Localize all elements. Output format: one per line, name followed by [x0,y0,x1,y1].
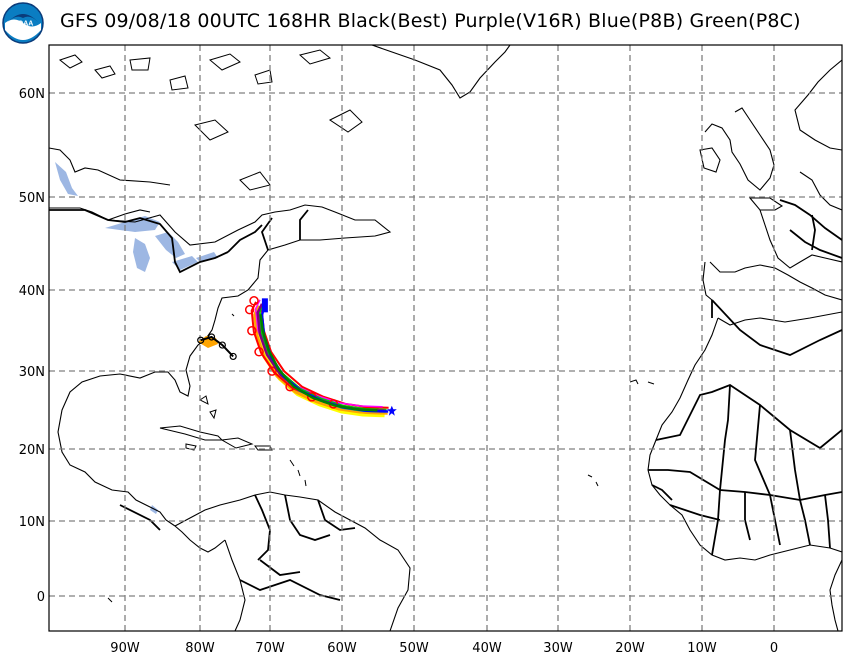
best-track-marker [229,352,237,361]
na-borders [49,209,309,274]
africa-borders [648,299,842,556]
europe-borders [711,199,842,318]
map-title: GFS 09/08/18 00UTC 168HR Black(Best) Pur… [60,10,801,32]
south-america-borders [119,494,356,601]
lon-label: 70W [255,641,285,656]
best-track-marker [218,341,226,349]
forecast-position-marker [249,296,259,306]
south-america-coast [174,491,411,631]
lat-label: 60N [19,87,45,102]
lon-label: 10W [687,641,717,656]
lat-label: 0 [37,590,45,605]
lon-label: 90W [110,641,140,656]
ensemble-member-track [254,299,383,408]
lon-label: 50W [399,641,429,656]
atlantic-islands [107,313,655,603]
forecast-position-marker [254,347,264,357]
europe-coast [699,59,842,301]
forecast-position-marker [267,366,277,376]
ensemble-member-track [258,302,387,411]
ensemble-member-track [260,300,389,409]
greenland [371,45,511,99]
lon-labels: 90W 80W 70W 60W 50W 40W 30W 20W 10W 0 [110,641,778,656]
lat-label: 20N [19,443,45,458]
lat-label: 50N [19,191,45,206]
track-black-best- [200,335,234,358]
storm-start-star-icon [386,405,397,416]
lon-label: 0 [770,641,778,656]
lat-lon-grid [49,45,842,631]
noaa-logo: NOAA [2,2,44,44]
lon-label: 80W [185,641,215,656]
ensemble-tracks [198,296,389,418]
africa-coast [647,311,842,631]
track-blue-p8b- [260,302,389,413]
lon-label: 20W [615,641,645,656]
caribbean-islands [159,395,307,487]
track-green-p8c- [259,314,378,412]
lon-label: 40W [472,641,502,656]
model-tracks [197,298,397,416]
great-lakes [55,162,218,514]
lat-label: 30N [19,365,45,380]
lat-label: 10N [19,515,45,530]
best-track-marker [197,336,205,344]
noaa-logo-text: NOAA [13,21,34,28]
forecast-position-marker [244,304,255,315]
north-america-coast [49,147,392,553]
track-end-marker [261,298,268,313]
map-frame [48,44,843,632]
forecast-position-marker [247,325,257,336]
lon-label: 30W [543,641,573,656]
best-track-marker [207,333,216,341]
lat-label: 40N [19,284,45,299]
arctic-islands [58,49,363,191]
lon-label: 60W [327,641,357,656]
lat-labels: 60N 50N 40N 30N 20N 10N 0 [19,87,45,605]
